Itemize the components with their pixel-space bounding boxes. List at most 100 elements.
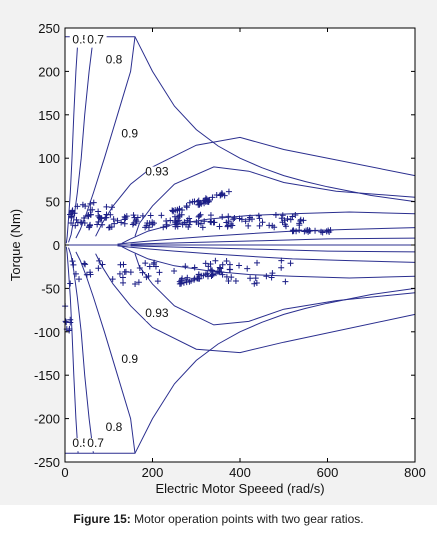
operating-point-marker [83,271,90,278]
operating-point-marker [269,270,276,277]
operating-point-marker [296,227,303,234]
operating-point-marker [95,208,102,215]
y-tick-label: -250 [34,455,60,470]
efficiency-contour-lower [117,245,416,263]
operating-point-marker [252,275,259,282]
contour-label: 0.93 [145,165,169,179]
operating-point-marker [212,257,219,264]
operating-point-marker [119,274,126,281]
operating-point-marker [72,222,79,229]
efficiency-contour-upper [121,211,416,244]
operating-point-marker [146,220,153,227]
y-tick-label: 150 [38,108,60,123]
operating-point-marker [238,216,245,223]
operating-point-marker [196,212,203,219]
contour-label-bg [84,438,107,452]
operating-point-marker [176,206,183,213]
operating-point-marker [292,212,299,219]
operating-point-marker [200,272,207,279]
operating-point-marker [85,212,92,219]
max-torque-limit-upper [65,36,416,203]
contour-label: 0.93 [145,306,169,320]
operating-point-marker [289,213,296,220]
operating-point-marker [103,211,110,218]
y-tick-label: -50 [41,281,60,296]
operating-point-marker [176,217,183,224]
operating-point-marker [109,276,116,283]
operating-point-marker [186,215,193,222]
operating-point-marker [163,218,170,224]
operating-point-marker [81,260,88,267]
operating-point-marker [120,261,127,268]
operating-point-marker [169,208,176,215]
operating-point-marker [74,203,81,210]
y-tick-label: 100 [38,151,60,166]
y-axis-title: Torque (Nm) [8,209,23,281]
operating-point-marker [242,218,249,225]
operating-point-marker [146,263,153,270]
operating-point-marker [312,227,319,234]
operating-point-marker [150,261,157,268]
operating-point-marker [149,221,156,228]
efficiency-contour-upper [68,36,94,243]
x-tick-label: 0 [61,465,68,480]
operating-point-marker [188,277,195,284]
operating-point-marker [172,223,179,230]
operating-point-marker [204,270,211,277]
operating-point-marker [178,280,185,287]
operating-point-marker [191,276,198,283]
contour-label-bg [84,34,107,48]
contour-label: 0.8 [106,420,123,434]
operating-point-marker [230,216,237,223]
operating-point-marker [207,261,214,268]
operating-point-marker [130,212,137,219]
operating-point-marker [90,199,97,206]
operating-point-marker [247,275,254,282]
x-axis-title: Electric Motor Speeed (rad/s) [155,481,324,496]
operating-point-marker [207,212,214,219]
operating-point-marker [219,191,226,198]
operating-point-marker [202,260,209,267]
operating-point-marker [68,213,75,220]
operating-point-marker [196,201,203,208]
operating-point-marker [300,217,307,224]
operating-point-marker [120,279,127,286]
operating-point-marker [290,227,297,234]
operating-point-marker [255,212,262,219]
operating-point-marker [245,222,252,229]
operating-point-marker [121,216,128,223]
operating-point-marker [231,215,238,222]
operating-point-marker [183,221,190,228]
operating-point-marker [319,229,326,236]
axes: 0 200 400 600 800 250 200 150 100 50 0 -50 -100 -150 -… [34,21,426,480]
operating-point-marker [228,274,235,281]
operating-point-marker [62,318,69,325]
operating-point-marker [195,271,202,278]
contour-label: 0.9 [121,352,138,366]
operating-point-marker [72,270,79,277]
operating-point-marker [232,277,239,284]
operating-point-marker [293,228,300,235]
operating-point-marker [268,274,275,281]
operating-point-marker [210,219,217,226]
operating-point-marker [223,257,230,264]
operating-point-marker [204,198,211,205]
operating-point-marker [154,278,161,285]
contour-label: 0.7 [87,33,104,47]
y-tick-label: 0 [53,238,60,253]
operating-point-marker [272,212,279,219]
operating-point-marker [147,212,154,219]
operating-point-marker [278,257,285,264]
operating-point-marker [225,278,232,285]
operating-point-marker [127,269,134,276]
operating-point-marker [225,188,232,195]
operating-point-marker [263,273,270,280]
operating-point-marker [76,276,83,283]
operating-point-marker [279,212,286,219]
efficiency-contours [65,36,416,454]
operating-point-marker [219,261,226,268]
operating-point-marker [282,278,289,285]
contour-label: 0.9 [121,126,138,140]
operating-point-marker [253,279,260,286]
operating-point-marker [143,222,150,229]
